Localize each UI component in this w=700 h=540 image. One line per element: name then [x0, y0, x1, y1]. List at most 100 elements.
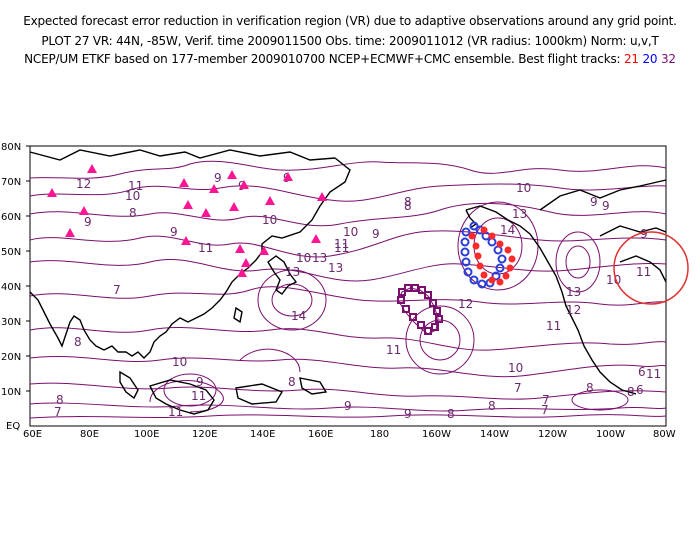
track-21-marker	[468, 232, 476, 240]
contour-label: 13	[285, 265, 300, 279]
contour-label: 9	[640, 227, 648, 241]
lat-label: 40N	[1, 282, 21, 293]
triangle-marker	[47, 188, 57, 197]
triangle-marker	[179, 178, 189, 187]
triangle-marker	[79, 206, 89, 215]
flight-track-32	[397, 284, 443, 335]
track-21-marker	[508, 255, 516, 263]
contour-label: 7	[54, 405, 62, 419]
triangle-marker	[201, 208, 211, 217]
contour-label: 9	[214, 171, 222, 185]
contour-label: 6	[636, 383, 644, 397]
track-21-marker	[502, 272, 510, 280]
triangle-marker	[87, 164, 97, 173]
contour-label: 9	[404, 407, 412, 421]
lat-label: 20N	[1, 352, 21, 363]
contour-label: 8	[586, 381, 594, 395]
figure-title-line-2: PLOT 27 VR: 44N, -85W, Verif. time 20090…	[41, 34, 659, 48]
track-21-label: 21	[623, 52, 639, 66]
track-20-marker	[491, 271, 501, 281]
contour-label: 6	[638, 365, 646, 379]
contour-label: 11	[334, 241, 349, 255]
track-20-marker	[495, 263, 505, 273]
contour-label: 11	[546, 319, 561, 333]
contour-label: 8	[627, 385, 635, 399]
track-20-label: 20	[642, 52, 658, 66]
contour-label: 9	[602, 199, 610, 213]
track-21-marker	[472, 242, 480, 250]
contour-labels: 12 10 11 8 9 9 9 10 11 9 9 10 13 14 13 1…	[54, 171, 661, 421]
contour-label: 11	[191, 389, 206, 403]
contour-label: 8	[56, 393, 64, 407]
track-20-marker	[477, 279, 487, 289]
track-20-marker	[460, 247, 470, 257]
triangle-marker	[209, 184, 219, 193]
track-20-marker	[493, 245, 503, 255]
triangle-marker	[235, 244, 245, 253]
contour-label: 8	[74, 335, 82, 349]
triangle-marker	[239, 180, 249, 189]
title-line-3-prefix: NCEP/UM ETKF based on 177-member 2009010…	[24, 52, 621, 66]
lon-label: 160W	[422, 429, 451, 440]
track-32-marker	[404, 284, 412, 292]
lon-label: 120W	[538, 429, 567, 440]
contour-label: 10	[296, 251, 311, 265]
contour-label: 10	[343, 225, 358, 239]
track-21-marker	[488, 232, 496, 240]
track-32-marker	[431, 323, 439, 331]
track-20-marker	[469, 275, 479, 285]
lat-label: 60N	[1, 212, 21, 223]
track-20-marker	[460, 237, 470, 247]
triangle-marker	[181, 236, 191, 245]
lat-label: 50N	[1, 247, 21, 258]
contour-label: 11	[198, 241, 213, 255]
contour-label: 13	[566, 285, 581, 299]
track-32-marker	[417, 321, 425, 329]
triangle-marker	[259, 246, 269, 255]
contour-label: 9	[84, 215, 92, 229]
track-20-marker	[497, 254, 507, 264]
triangle-marker	[241, 258, 251, 267]
contour-label: 13	[312, 251, 327, 265]
track-32-marker	[433, 307, 441, 315]
contour-label: 9	[196, 375, 204, 389]
contour-label: 11	[646, 367, 661, 381]
contour-label: 9	[344, 399, 352, 413]
contour-label: 11	[386, 343, 401, 357]
track-32-label: 32	[660, 52, 676, 66]
contour-label: 8	[447, 407, 455, 421]
observation-triangles	[47, 164, 327, 277]
contour-label: 10	[125, 189, 140, 203]
contour-label: 10	[262, 213, 277, 227]
lon-label: 60E	[23, 429, 42, 440]
triangle-marker	[229, 202, 239, 211]
contour-lines	[29, 160, 667, 419]
contour-label: 11	[168, 405, 183, 419]
track-20-marker	[469, 221, 479, 231]
contour-label: 14	[500, 223, 515, 237]
triangle-marker	[265, 196, 275, 205]
track-21-marker	[476, 262, 484, 270]
track-32-marker	[429, 299, 437, 307]
track-20-marker	[487, 237, 497, 247]
track-21-marker	[488, 276, 496, 284]
contour-label: 9	[590, 195, 598, 209]
lon-label: 140E	[250, 429, 275, 440]
triangle-marker	[227, 170, 237, 179]
contour-label: 8	[404, 195, 412, 209]
lon-label: 100W	[596, 429, 625, 440]
contour-label: 11	[128, 179, 143, 193]
track-21-marker	[480, 226, 488, 234]
lat-label: 10N	[1, 387, 21, 398]
track-21-marker	[504, 246, 512, 254]
lat-label: 70N	[1, 177, 21, 188]
triangle-marker	[237, 268, 247, 277]
latitude-axis: 80N 70N 60N 50N 40N 30N 20N 10N EQ	[1, 142, 30, 432]
track-32-marker	[411, 284, 419, 292]
track-32-marker	[435, 315, 443, 323]
contour-label: 11	[334, 237, 349, 251]
track-32-marker	[424, 327, 432, 335]
track-20-marker	[463, 267, 473, 277]
triangle-marker	[65, 228, 75, 237]
